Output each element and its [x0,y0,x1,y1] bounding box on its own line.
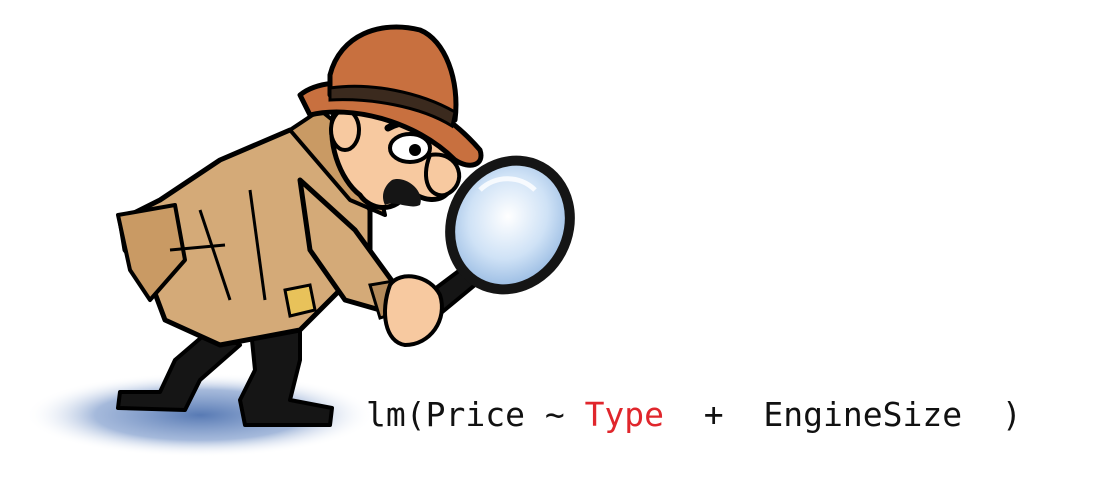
back-leg [116,328,242,412]
formula-response: Price [425,395,525,434]
regression-formula: lm(Price ~ Type + EngineSize ) [366,390,1086,440]
formula-function: lm( [366,395,426,434]
hand [383,274,444,348]
belt-buckle [283,283,317,318]
front-leg [238,316,334,427]
mustache [382,179,421,207]
coat-tail [116,203,187,302]
magnifier-lens [445,155,575,295]
formula-close-paren: ) [962,395,1022,434]
ear [329,108,361,152]
formula-plus: + [664,395,764,434]
nose [424,152,462,198]
detective-with-magnifying-glass-icon [25,24,575,457]
formula-term-type: Type [584,395,665,434]
hat-band [328,84,457,129]
formula-term-enginesize: EngineSize [763,395,963,434]
formula-tilde: ~ [524,395,585,434]
